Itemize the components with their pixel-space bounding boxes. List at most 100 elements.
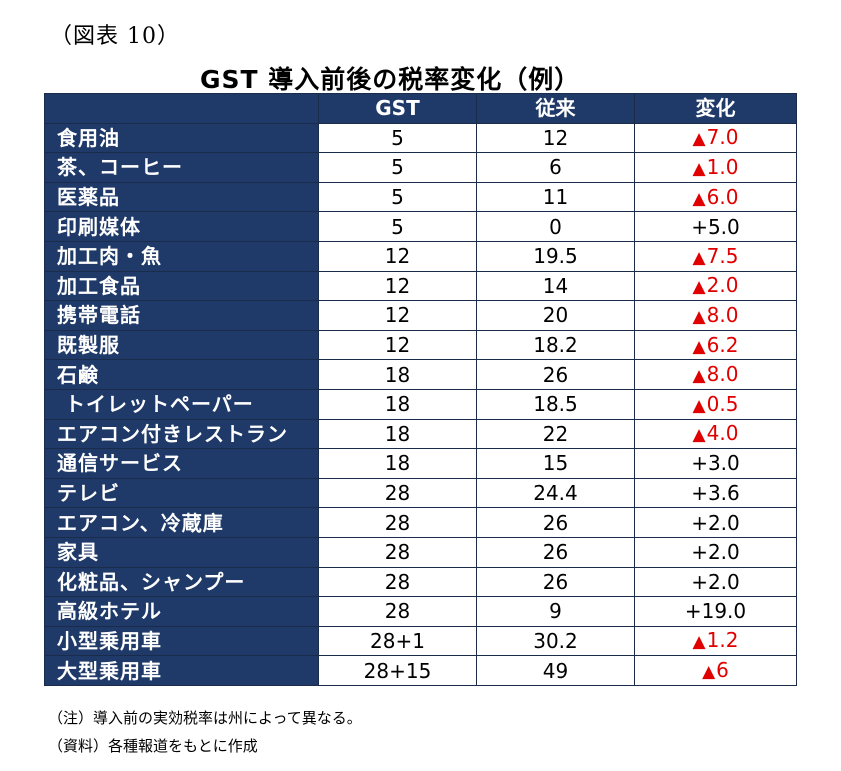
row-item-label: エアコン、冷蔵庫 [44,507,319,538]
table-row: 携帯電話 12 20 ▲8.0 [44,300,797,331]
table-row: 茶、コーヒー 5 6 ▲1.0 [44,152,797,183]
figure-label: （図表 10） [50,24,180,49]
change-cell: ▲1.0 [634,152,797,183]
row-item-label: 家具 [44,536,319,568]
change-cell: +2.0 [634,536,797,568]
row-item-label: 通信サービス [44,448,319,479]
table-row: 化粧品、シャンプー 28 26 +2.0 [44,566,797,598]
change-cell: +19.0 [634,596,797,627]
previous-rate-cell: 14 [476,270,635,302]
table-row: 食用油 5 12 ▲7.0 [44,122,797,154]
table-row: 医薬品 5 11 ▲6.0 [44,181,797,213]
change-cell: +3.0 [634,448,797,479]
previous-rate-cell: 0 [476,211,635,242]
change-cell: ▲1.2 [634,625,797,657]
table-row: エアコン付きレストラン 18 22 ▲4.0 [44,418,797,450]
footnote-source: （資料）各種報道をもとに作成 [48,737,258,755]
change-value: 8.0 [706,362,739,387]
row-item-label: 高級ホテル [44,596,319,627]
change-cell: ▲6.0 [634,181,797,213]
column-header-change: 変化 [634,93,797,124]
gst-rate-cell: 5 [318,181,477,213]
decrease-triangle-icon: ▲ [692,632,706,653]
change-cell: +2.0 [634,566,797,598]
change-value: +2.0 [691,510,740,535]
column-header-gst: GST [318,93,477,124]
row-item-label: 化粧品、シャンプー [44,566,319,598]
change-cell: +5.0 [634,211,797,242]
row-item-label: 石鹸 [44,359,319,390]
row-item-label: 印刷媒体 [44,211,319,242]
footnote-note: （注）導入前の実効税率は州によって異なる。 [48,709,362,727]
table-row: 加工食品 12 14 ▲2.0 [44,270,797,302]
previous-rate-cell: 6 [476,152,635,183]
previous-rate-cell: 24.4 [476,477,635,509]
gst-rate-cell: 5 [318,152,477,183]
row-item-label: 加工肉・魚 [44,240,319,272]
change-value: 2.0 [706,273,739,298]
row-item-label: 既製服 [44,329,319,361]
table-body: 食用油 5 12 ▲7.0 茶、コーヒー 5 6 ▲1.0 医薬品 5 11 ▲6.0 印刷媒体 5 0 +5… [44,122,797,686]
gst-rate-cell: 12 [318,329,477,361]
table-row: エアコン、冷蔵庫 28 26 +2.0 [44,507,797,538]
previous-rate-cell: 26 [476,566,635,598]
gst-rate-cell: 5 [318,211,477,242]
decrease-triangle-icon: ▲ [702,662,716,683]
row-item-label: 茶、コーヒー [44,152,319,183]
change-value: +5.0 [691,214,740,239]
row-item-label: エアコン付きレストラン [44,418,319,450]
row-item-label: 携帯電話 [44,300,319,331]
change-value: 7.0 [706,125,739,150]
gst-rate-cell: 28 [318,507,477,538]
previous-rate-cell: 18.2 [476,329,635,361]
row-item-label: 大型乗用車 [44,655,319,686]
change-value: 7.5 [706,243,739,268]
table-row: 既製服 12 18.2 ▲6.2 [44,329,797,361]
table-row: 高級ホテル 28 9 +19.0 [44,596,797,627]
change-value: 6.0 [706,184,739,209]
change-value: +19.0 [684,599,747,624]
previous-rate-cell: 9 [476,596,635,627]
table-row: 大型乗用車 28+15 49 ▲6 [44,655,797,686]
gst-rate-cell: 18 [318,359,477,390]
change-value: +2.0 [691,569,740,594]
change-cell: +2.0 [634,507,797,538]
row-item-label: トイレットペーパー [44,388,319,420]
gst-rate-cell: 18 [318,418,477,450]
change-value: +2.0 [691,540,740,565]
table-title: GST 導入前後の税率変化（例） [200,65,581,94]
decrease-triangle-icon: ▲ [692,425,706,446]
previous-rate-cell: 15 [476,448,635,479]
change-value: 1.2 [706,628,739,653]
change-cell: ▲7.0 [634,122,797,154]
row-item-label: 加工食品 [44,270,319,302]
row-item-label: 小型乗用車 [44,625,319,657]
gst-rate-cell: 12 [318,240,477,272]
gst-rate-cell: 28 [318,477,477,509]
previous-rate-cell: 26 [476,507,635,538]
change-cell: ▲8.0 [634,359,797,390]
gst-rate-cell: 28+1 [318,625,477,657]
change-cell: ▲0.5 [634,388,797,420]
gst-rate-cell: 28 [318,596,477,627]
decrease-triangle-icon: ▲ [692,366,706,387]
change-cell: ▲2.0 [634,270,797,302]
row-item-label: 食用油 [44,122,319,154]
change-value: 6 [716,658,729,683]
change-cell: ▲8.0 [634,300,797,331]
table-row: 石鹸 18 26 ▲8.0 [44,359,797,390]
decrease-triangle-icon: ▲ [692,395,706,416]
tax-rate-table: GST 従来 変化 食用油 5 12 ▲7.0 茶、コーヒー 5 6 ▲1.0 医薬品 5 11 ▲6… [44,93,797,686]
table-row: トイレットペーパー 18 18.5 ▲0.5 [44,388,797,420]
gst-rate-cell: 12 [318,300,477,331]
column-header-before: 従来 [476,93,635,124]
change-value: 8.0 [706,302,739,327]
gst-rate-cell: 28 [318,536,477,568]
change-cell: +3.6 [634,477,797,509]
previous-rate-cell: 20 [476,300,635,331]
change-value: 6.2 [706,332,739,357]
gst-rate-cell: 28+15 [318,655,477,686]
previous-rate-cell: 11 [476,181,635,213]
change-value: 0.5 [706,391,739,416]
previous-rate-cell: 12 [476,122,635,154]
